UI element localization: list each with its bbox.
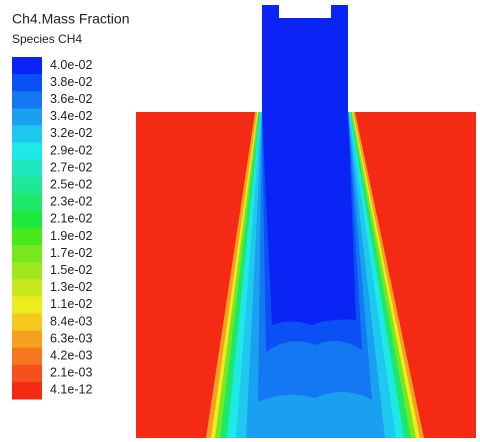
legend-swatch: [12, 193, 42, 212]
legend-label: 1.5e-02: [50, 263, 92, 277]
legend-label: 1.3e-02: [50, 280, 92, 294]
contour-core: [262, 5, 356, 325]
legend-swatch: [12, 313, 42, 332]
legend-swatch: [12, 176, 42, 195]
legend-label: 1.9e-02: [50, 229, 92, 243]
legend-label: 2.9e-02: [50, 143, 92, 157]
legend-label: 6.3e-03: [50, 331, 92, 345]
legend-label: 2.1e-02: [50, 212, 92, 226]
legend-swatch: [12, 245, 42, 263]
legend-swatch: [12, 142, 42, 161]
legend-label: 2.5e-02: [50, 178, 92, 192]
legend-subtitle: Species CH4: [12, 32, 82, 46]
legend-swatch: [12, 210, 42, 229]
legend-label: 1.7e-02: [50, 246, 92, 260]
legend-swatch: [12, 364, 42, 383]
legend-swatch: [12, 125, 42, 143]
inlet-notch: [279, 5, 331, 18]
legend-swatch: [12, 347, 42, 366]
legend-swatch: [12, 91, 42, 109]
legend-swatch: [12, 330, 42, 349]
legend-label: 3.8e-02: [50, 75, 92, 89]
legend-label: 2.1e-03: [50, 366, 92, 380]
legend-label: 2.3e-02: [50, 195, 92, 209]
legend-label: 4.1e-12: [50, 383, 92, 397]
legend-swatch: [12, 262, 42, 280]
legend-swatch: [12, 74, 42, 92]
legend-label: 2.7e-02: [50, 160, 92, 174]
legend-label: 3.2e-02: [50, 126, 92, 140]
legend-label: 4.0e-02: [50, 58, 92, 72]
legend-swatch: [12, 296, 42, 314]
legend-label: 3.4e-02: [50, 109, 92, 123]
legend-swatch: [12, 108, 42, 126]
legend-swatch: [12, 228, 42, 246]
legend-swatch: [12, 57, 42, 75]
legend-swatch: [12, 279, 42, 297]
legend-swatch: [12, 159, 42, 178]
legend-label: 8.4e-03: [50, 314, 92, 328]
legend-swatch: [12, 381, 42, 400]
contour-field: [136, 5, 476, 438]
legend-label: 4.2e-03: [50, 349, 92, 363]
legend-label: 1.1e-02: [50, 297, 92, 311]
legend-label: 3.6e-02: [50, 92, 92, 106]
legend-title: Ch4.Mass Fraction: [12, 11, 129, 27]
